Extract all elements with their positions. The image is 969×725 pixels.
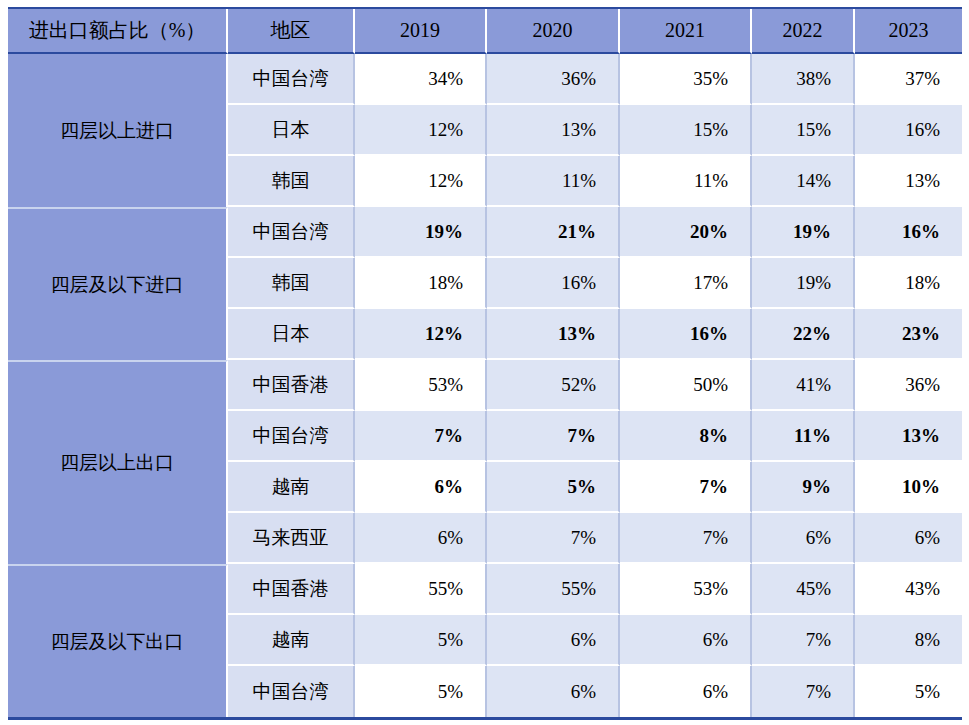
value-cell: 15%	[752, 105, 855, 156]
value-cell: 19%	[752, 258, 855, 309]
value-cell: 11%	[752, 411, 855, 462]
value-cell: 34%	[355, 54, 487, 105]
region-cell: 中国台湾	[228, 666, 355, 717]
group-label-cell: 四层以上出口	[8, 360, 228, 564]
year-header-cell: 2020	[487, 9, 620, 54]
group-label-cell: 四层以上进口	[8, 54, 228, 207]
value-cell: 13%	[855, 411, 962, 462]
value-cell: 19%	[752, 207, 855, 258]
value-cell: 15%	[620, 105, 752, 156]
region-cell: 韩国	[228, 156, 355, 207]
value-cell: 43%	[855, 564, 962, 615]
value-cell: 35%	[620, 54, 752, 105]
value-cell: 13%	[855, 156, 962, 207]
region-cell: 中国台湾	[228, 411, 355, 462]
value-cell: 8%	[855, 615, 962, 666]
value-cell: 5%	[355, 666, 487, 717]
table-row: 四层及以下出口中国香港55%55%53%45%43%	[8, 564, 962, 615]
region-cell: 中国香港	[228, 360, 355, 411]
value-cell: 55%	[355, 564, 487, 615]
region-cell: 中国台湾	[228, 54, 355, 105]
value-cell: 11%	[620, 156, 752, 207]
year-header-cell: 2019	[355, 9, 487, 54]
group-label-cell: 四层及以下出口	[8, 564, 228, 717]
table-row: 四层以上出口中国香港53%52%50%41%36%	[8, 360, 962, 411]
value-cell: 37%	[855, 54, 962, 105]
value-cell: 7%	[620, 462, 752, 513]
value-cell: 12%	[355, 156, 487, 207]
region-cell: 越南	[228, 615, 355, 666]
value-cell: 6%	[355, 513, 487, 564]
year-header-cell: 2023	[855, 9, 962, 54]
region-cell: 中国台湾	[228, 207, 355, 258]
value-cell: 36%	[855, 360, 962, 411]
value-cell: 5%	[855, 666, 962, 717]
region-cell: 中国香港	[228, 564, 355, 615]
value-cell: 9%	[752, 462, 855, 513]
value-cell: 5%	[355, 615, 487, 666]
value-cell: 16%	[855, 105, 962, 156]
value-cell: 7%	[355, 411, 487, 462]
value-cell: 53%	[620, 564, 752, 615]
value-cell: 19%	[355, 207, 487, 258]
value-cell: 12%	[355, 105, 487, 156]
value-cell: 55%	[487, 564, 620, 615]
value-cell: 10%	[855, 462, 962, 513]
value-cell: 41%	[752, 360, 855, 411]
corner-header-cell: 进出口额占比（%）	[8, 9, 228, 54]
value-cell: 18%	[355, 258, 487, 309]
value-cell: 7%	[752, 615, 855, 666]
table-row: 四层及以下进口中国台湾19%21%20%19%16%	[8, 207, 962, 258]
region-cell: 日本	[228, 105, 355, 156]
value-cell: 17%	[620, 258, 752, 309]
value-cell: 22%	[752, 309, 855, 360]
value-cell: 14%	[752, 156, 855, 207]
value-cell: 7%	[487, 411, 620, 462]
region-cell: 韩国	[228, 258, 355, 309]
value-cell: 6%	[855, 513, 962, 564]
region-cell: 越南	[228, 462, 355, 513]
value-cell: 7%	[752, 666, 855, 717]
value-cell: 20%	[620, 207, 752, 258]
value-cell: 18%	[855, 258, 962, 309]
table-container: 进出口额占比（%） 地区 20192020202120222023 四层以上进口…	[8, 7, 962, 720]
year-header-cell: 2021	[620, 9, 752, 54]
value-cell: 6%	[620, 615, 752, 666]
table-body: 四层以上进口中国台湾34%36%35%38%37%日本12%13%15%15%1…	[8, 54, 962, 717]
table-row: 四层以上进口中国台湾34%36%35%38%37%	[8, 54, 962, 105]
value-cell: 36%	[487, 54, 620, 105]
value-cell: 16%	[620, 309, 752, 360]
region-header-cell: 地区	[228, 9, 355, 54]
value-cell: 16%	[855, 207, 962, 258]
header-row: 进出口额占比（%） 地区 20192020202120222023	[8, 9, 962, 54]
value-cell: 6%	[620, 666, 752, 717]
value-cell: 7%	[487, 513, 620, 564]
year-header-cell: 2022	[752, 9, 855, 54]
value-cell: 52%	[487, 360, 620, 411]
value-cell: 23%	[855, 309, 962, 360]
value-cell: 13%	[487, 309, 620, 360]
value-cell: 7%	[620, 513, 752, 564]
region-cell: 马来西亚	[228, 513, 355, 564]
value-cell: 45%	[752, 564, 855, 615]
value-cell: 13%	[487, 105, 620, 156]
value-cell: 6%	[355, 462, 487, 513]
value-cell: 21%	[487, 207, 620, 258]
value-cell: 6%	[752, 513, 855, 564]
group-label-cell: 四层及以下进口	[8, 207, 228, 360]
value-cell: 12%	[355, 309, 487, 360]
value-cell: 8%	[620, 411, 752, 462]
value-cell: 53%	[355, 360, 487, 411]
import-export-share-table: 进出口额占比（%） 地区 20192020202120222023 四层以上进口…	[8, 7, 962, 720]
value-cell: 5%	[487, 462, 620, 513]
value-cell: 6%	[487, 666, 620, 717]
value-cell: 6%	[487, 615, 620, 666]
value-cell: 50%	[620, 360, 752, 411]
value-cell: 11%	[487, 156, 620, 207]
value-cell: 38%	[752, 54, 855, 105]
region-cell: 日本	[228, 309, 355, 360]
value-cell: 16%	[487, 258, 620, 309]
